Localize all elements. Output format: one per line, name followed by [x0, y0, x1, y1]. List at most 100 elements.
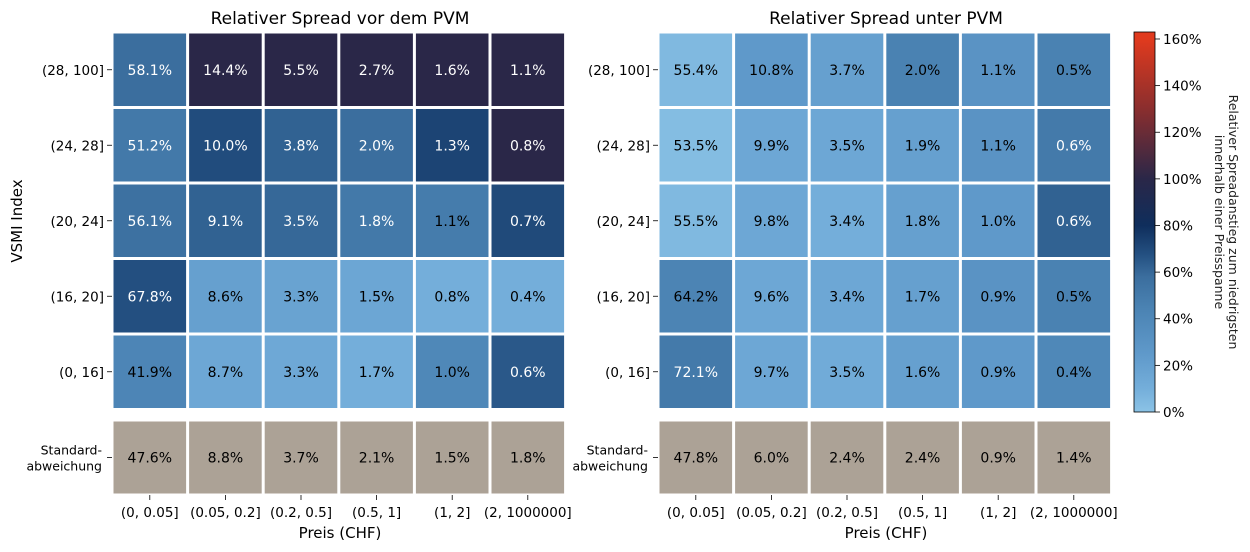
cell-value-label: 3.4%: [829, 289, 865, 305]
std-value-label: 2.1%: [359, 451, 395, 467]
std-row-label: Standard-: [41, 443, 102, 458]
heatmap-cell: [1037, 184, 1111, 257]
cell-value-label: 1.0%: [980, 214, 1016, 230]
y-tick-label: (28, 100]: [588, 63, 650, 79]
cell-value-label: 67.8%: [128, 289, 172, 305]
cell-value-label: 1.8%: [905, 214, 941, 230]
y-tick-label: (16, 20]: [51, 289, 104, 305]
heatmap-cell: [189, 33, 262, 106]
cell-value-label: 1.1%: [980, 63, 1016, 79]
cell-value-label: 3.5%: [829, 365, 865, 381]
cell-value-label: 3.3%: [283, 289, 319, 305]
std-value-label: 1.8%: [510, 451, 546, 467]
heatmap-cell: [415, 33, 489, 106]
heatmap-cell: [189, 184, 262, 257]
colorbar-tick-label: 140%: [1163, 79, 1202, 95]
cell-value-label: 64.2%: [674, 289, 718, 305]
std-value-label: 0.9%: [980, 451, 1016, 467]
cell-value-label: 1.1%: [980, 138, 1016, 154]
cell-value-label: 3.4%: [829, 214, 865, 230]
heatmap-cell: [735, 184, 808, 257]
heatmap-cell: [340, 184, 413, 257]
cell-value-label: 0.5%: [1056, 63, 1092, 79]
cell-value-label: 1.7%: [359, 365, 395, 381]
cell-value-label: 55.4%: [674, 63, 718, 79]
cell-value-label: 2.0%: [359, 138, 395, 154]
heatmap-cell: [961, 33, 1035, 106]
cell-value-label: 56.1%: [128, 214, 172, 230]
heatmap-cell: [1037, 260, 1111, 333]
y-tick-label: (16, 20]: [597, 289, 650, 305]
cell-value-label: 1.7%: [905, 289, 941, 305]
heatmap-under-pvm: Relativer Spread unter PVM Preis (CHF) 5…: [572, 9, 1117, 542]
cell-value-label: 9.8%: [754, 214, 790, 230]
heatmap-cell: [1037, 335, 1111, 408]
std-row-label: abweichung: [572, 459, 648, 474]
cell-value-label: 0.9%: [980, 289, 1016, 305]
cell-value-label: 8.7%: [208, 365, 244, 381]
colorbar-tick-label: 0%: [1163, 405, 1185, 421]
cell-value-label: 0.6%: [1056, 138, 1092, 154]
x-axis-label-under: Preis (CHF): [845, 524, 928, 542]
cell-value-label: 9.9%: [754, 138, 790, 154]
cell-value-label: 0.8%: [434, 289, 470, 305]
std-cell: [886, 421, 959, 494]
cell-value-label: 3.3%: [283, 365, 319, 381]
cell-value-label: 1.9%: [905, 138, 941, 154]
heatmap-cell: [340, 109, 413, 182]
heatmap-cell: [659, 33, 733, 106]
cell-value-label: 58.1%: [128, 63, 172, 79]
x-tick-label: (0.2, 0.5]: [270, 505, 332, 521]
x-tick-label: (0, 0.05]: [121, 505, 179, 521]
heatmap-cell: [491, 33, 565, 106]
heatmap-cell: [415, 109, 489, 182]
std-cell: [189, 421, 262, 494]
heatmap-cell: [961, 335, 1035, 408]
std-cell: [491, 421, 565, 494]
y-tick-label: (24, 28]: [597, 138, 650, 154]
cell-value-label: 1.1%: [510, 63, 546, 79]
heatmap-cell: [264, 335, 338, 408]
std-value-label: 6.0%: [754, 451, 790, 467]
cell-value-label: 9.6%: [754, 289, 790, 305]
cell-value-label: 0.9%: [980, 365, 1016, 381]
heatmap-cell: [810, 184, 884, 257]
std-value-label: 2.4%: [905, 451, 941, 467]
heatmap-cell: [810, 335, 884, 408]
cell-value-label: 9.1%: [208, 214, 244, 230]
x-tick-label: (0.05, 0.2]: [736, 505, 807, 521]
heatmap-cell: [415, 260, 489, 333]
cell-value-label: 1.5%: [359, 289, 395, 305]
cell-value-label: 72.1%: [674, 365, 718, 381]
heatmap-cell: [886, 260, 959, 333]
cell-value-label: 1.8%: [359, 214, 395, 230]
heatmap-cell: [961, 109, 1035, 182]
x-tick-label: (0.5, 1]: [898, 505, 947, 521]
y-tick-label: (24, 28]: [51, 138, 104, 154]
chart-title-under: Relativer Spread unter PVM: [769, 9, 1003, 29]
cell-value-label: 51.2%: [128, 138, 172, 154]
x-tick-label: (2, 1000000]: [484, 505, 572, 521]
heatmap-cell: [810, 109, 884, 182]
cell-value-label: 1.6%: [434, 63, 470, 79]
colorbar-tick-label: 120%: [1163, 125, 1202, 141]
heatmap-cell: [264, 260, 338, 333]
colorbar-scale: [1133, 31, 1156, 413]
heatmap-before-pvm: Relativer Spread vor dem PVM Preis (CHF)…: [8, 9, 572, 542]
y-tick-label: (20, 24]: [597, 214, 650, 230]
cell-value-label: 3.5%: [283, 214, 319, 230]
std-cell: [1037, 421, 1111, 494]
cell-value-label: 0.8%: [510, 138, 546, 154]
cell-value-label: 3.8%: [283, 138, 319, 154]
y-tick-label: (0, 16]: [605, 365, 650, 381]
cell-value-label: 10.8%: [749, 63, 793, 79]
cell-value-label: 1.6%: [905, 365, 941, 381]
colorbar-tick-label: 100%: [1163, 172, 1202, 188]
std-row-label: Standard-: [587, 443, 648, 458]
heatmap-cell: [735, 260, 808, 333]
heatmap-cell: [113, 335, 187, 408]
x-tick-label: (1, 2]: [980, 505, 1016, 521]
heatmap-cell: [659, 109, 733, 182]
colorbar-tick-label: 60%: [1163, 265, 1193, 281]
